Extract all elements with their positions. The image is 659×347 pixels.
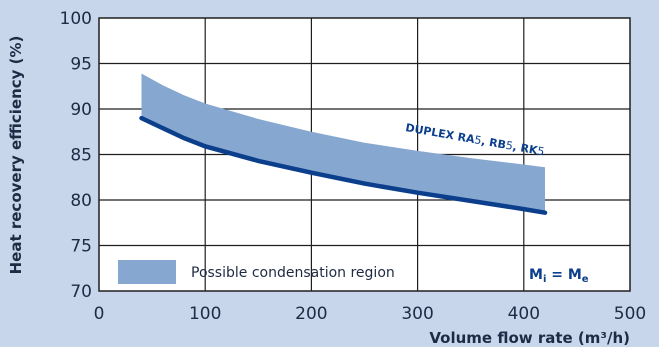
y-tick-labels: 70 75 80 85 90 95 100	[60, 9, 92, 302]
y-tick-label: 80	[70, 191, 92, 211]
y-tick-label: 75	[70, 237, 92, 257]
condensation-band	[141, 73, 545, 213]
y-tick-label: 70	[70, 282, 92, 302]
series-line-duplex	[139, 115, 548, 215]
x-tick-label: 0	[94, 304, 105, 324]
x-tick-label: 400	[508, 304, 540, 324]
x-tick-label: 200	[295, 304, 327, 324]
plot-border	[98, 17, 631, 292]
legend-formula: Mi = Me	[529, 267, 589, 285]
legend-band-label: Possible condensation region	[191, 265, 395, 281]
x-tick-label: 300	[401, 304, 433, 324]
y-tick-label: 100	[60, 9, 92, 29]
x-tick-label: 500	[614, 304, 646, 324]
legend-swatch	[118, 260, 176, 284]
x-tick-label: 100	[189, 304, 221, 324]
x-tick-labels: 0 100 200 300 400 500	[94, 304, 647, 324]
y-tick-label: 95	[70, 55, 92, 75]
y-tick-label: 90	[70, 100, 92, 120]
y-axis-title: Heat recovery efficiency (%)	[7, 36, 25, 275]
y-tick-label: 85	[70, 146, 92, 166]
x-axis-title: Volume flow rate (m³/h)	[429, 329, 630, 347]
